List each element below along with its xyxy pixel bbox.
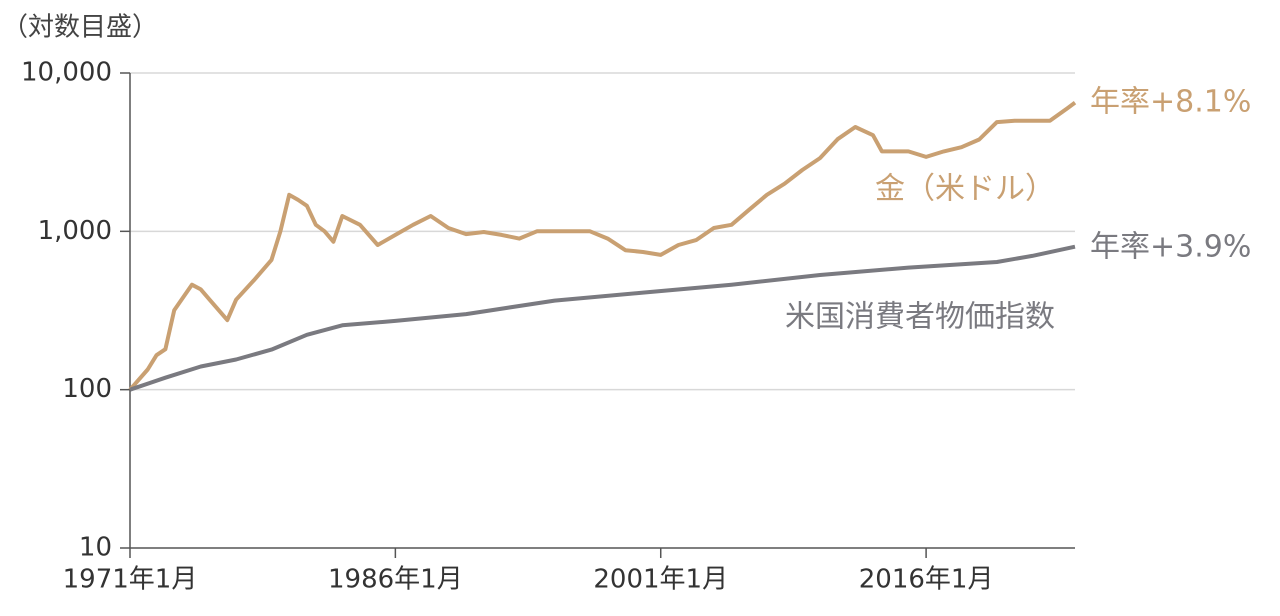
- series-line: [128, 100, 1077, 392]
- end-label: 年率+8.1%: [1090, 85, 1251, 120]
- series-line: [129, 244, 1076, 392]
- y-tick-label: 10: [79, 533, 112, 563]
- y-tick-label: 1,000: [38, 216, 112, 246]
- x-tick-label: 1971年1月: [63, 565, 198, 595]
- y-axis-label: （対数目盛）: [2, 13, 158, 43]
- y-tick-label: 10,000: [21, 58, 112, 88]
- series-label: 金（米ドル）: [875, 172, 1055, 207]
- x-tick-label: 1986年1月: [328, 565, 463, 595]
- series-label: 米国消費者物価指数: [785, 300, 1055, 335]
- end-label: 年率+3.9%: [1090, 230, 1251, 265]
- y-tick-label: 100: [62, 374, 112, 404]
- x-tick-label: 2016年1月: [859, 565, 994, 595]
- x-tick-label: 2001年1月: [593, 565, 728, 595]
